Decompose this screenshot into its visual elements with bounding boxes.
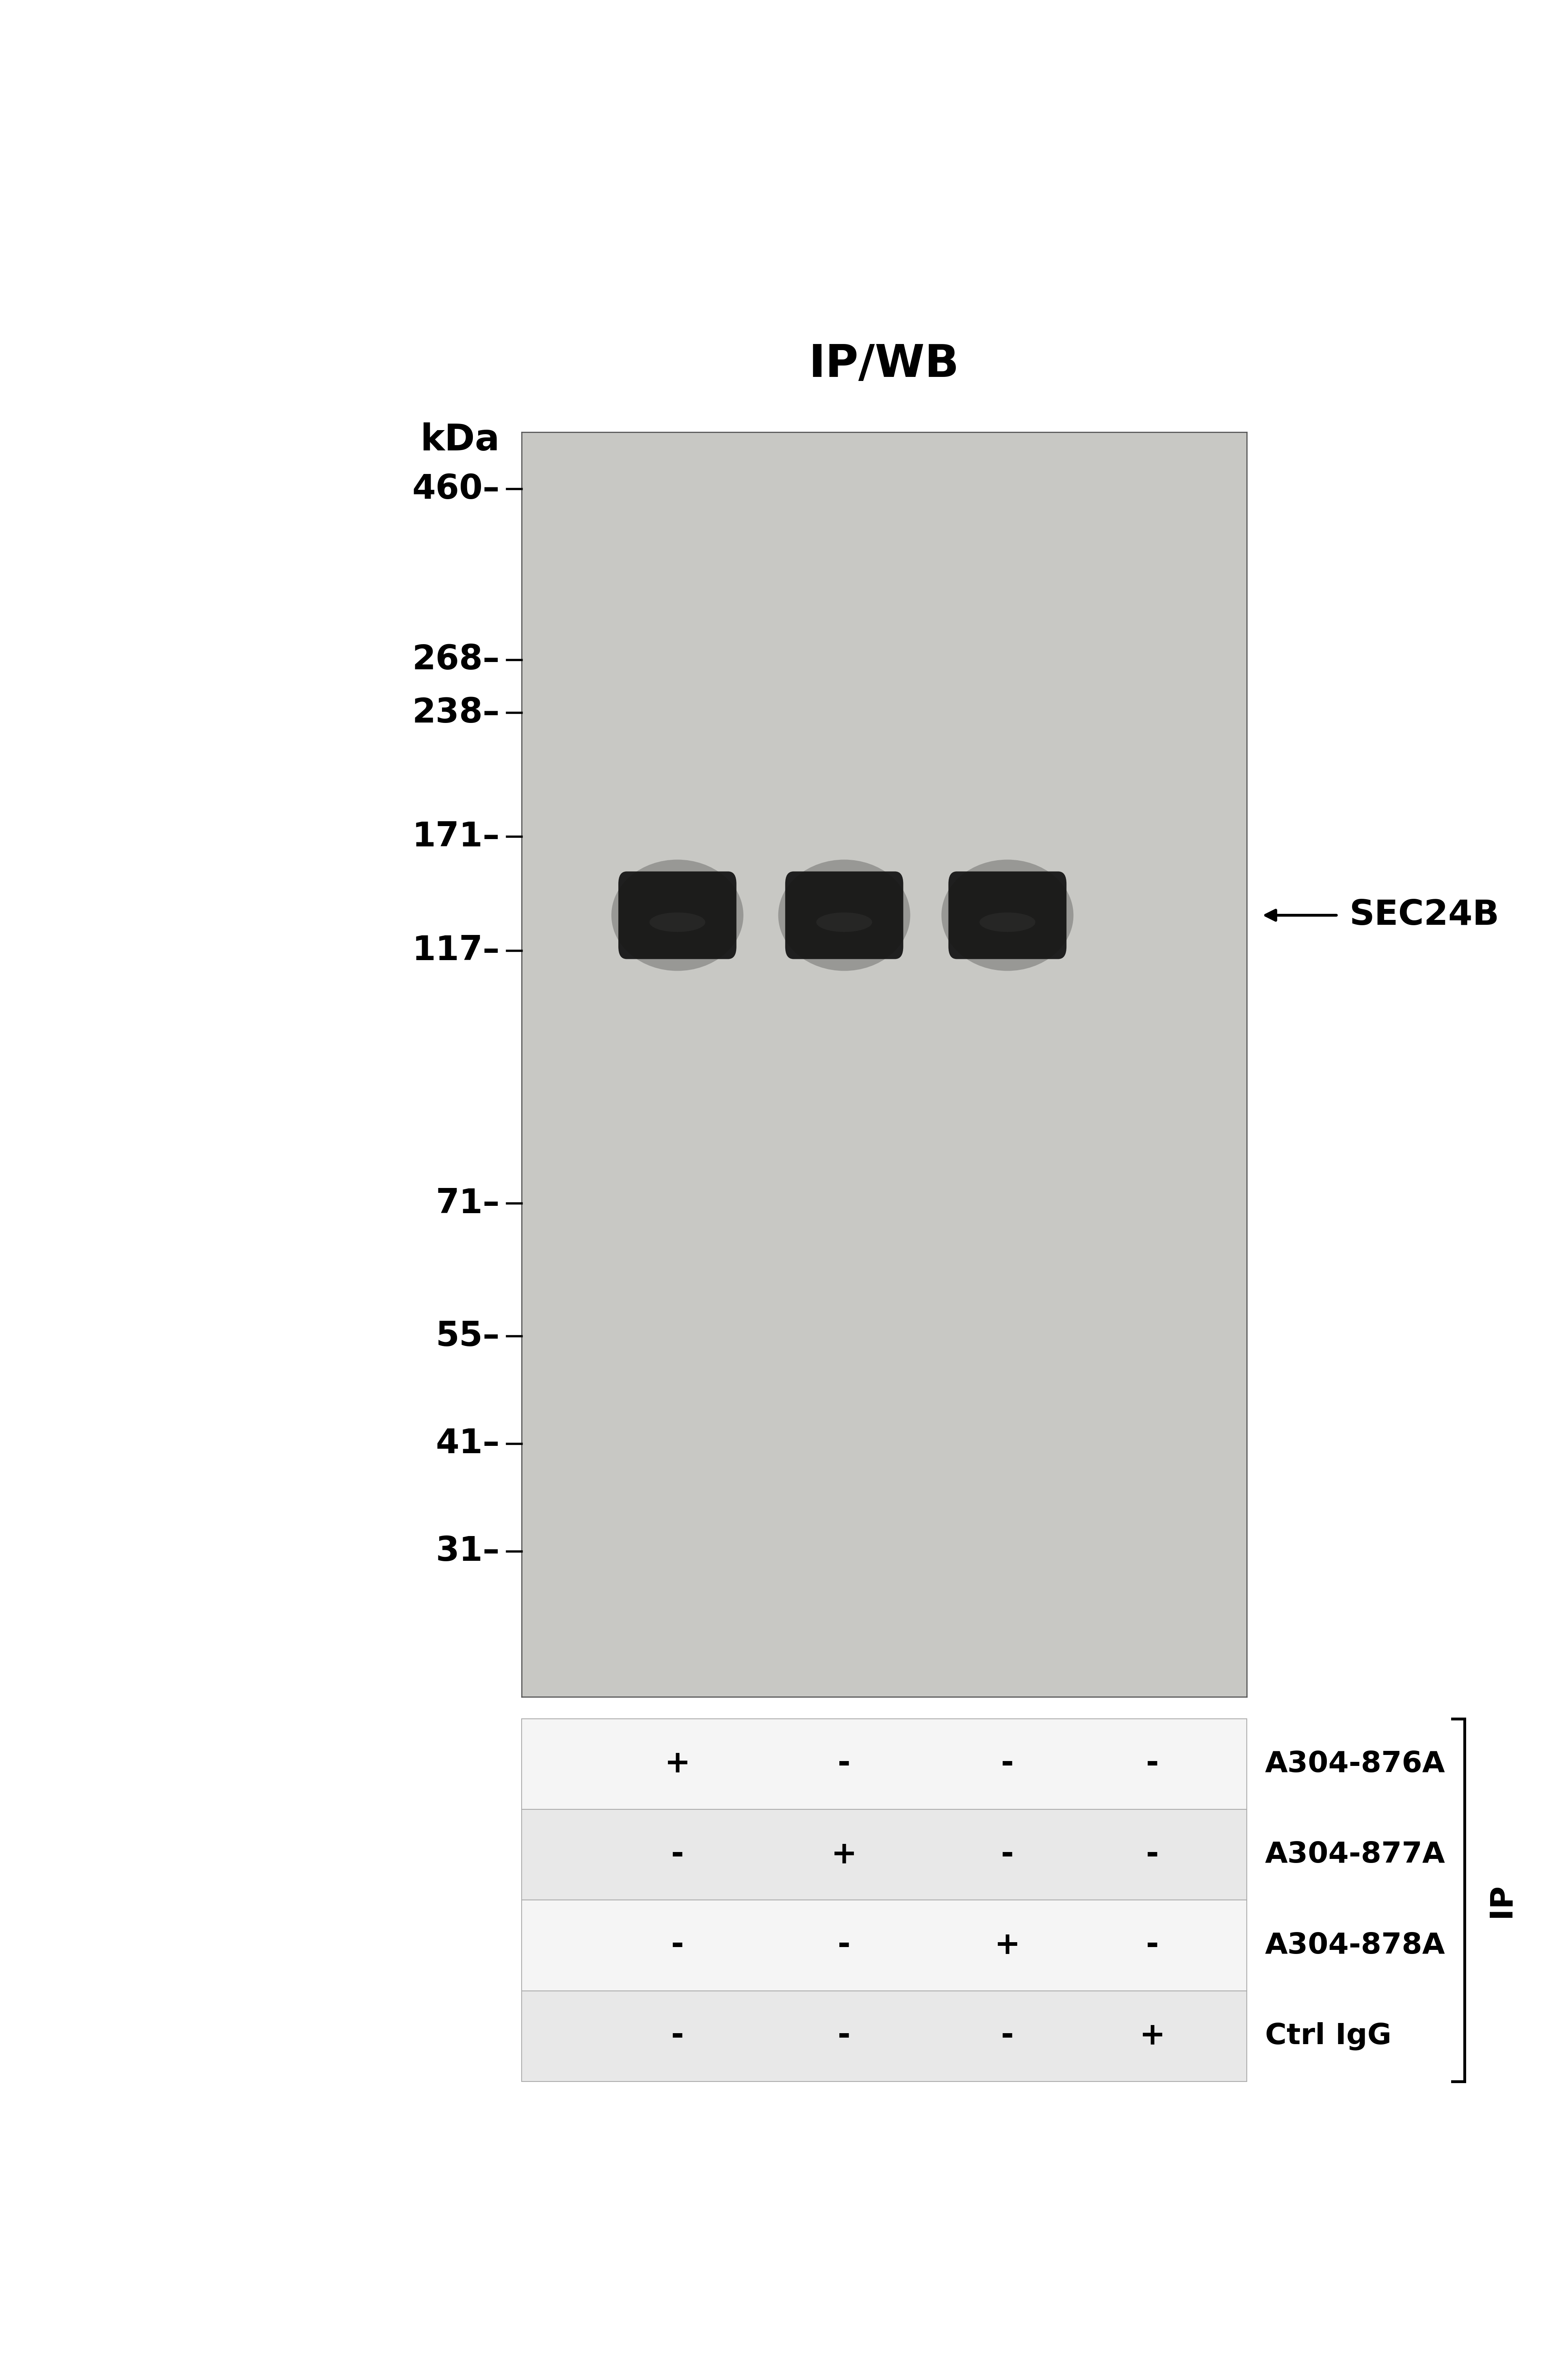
Text: -: - — [1147, 1840, 1159, 1871]
Text: 41–: 41– — [435, 1428, 499, 1461]
Text: +: + — [831, 1840, 858, 1871]
Text: 171–: 171– — [412, 821, 499, 854]
Ellipse shape — [612, 859, 744, 971]
Text: +: + — [1139, 2021, 1165, 2052]
Text: 31–: 31– — [435, 1535, 499, 1568]
Text: Ctrl IgG: Ctrl IgG — [1265, 2023, 1392, 2049]
Text: A304-877A: A304-877A — [1265, 1840, 1445, 1868]
Text: SEC24B: SEC24B — [1349, 897, 1499, 933]
Text: -: - — [838, 2021, 850, 2052]
Text: 238–: 238– — [412, 697, 499, 728]
Text: 55–: 55– — [435, 1321, 499, 1352]
Text: -: - — [1147, 1749, 1159, 1780]
Text: 117–: 117– — [412, 935, 499, 966]
Text: +: + — [665, 1749, 691, 1780]
Text: A304-878A: A304-878A — [1265, 1933, 1445, 1959]
FancyBboxPatch shape — [618, 871, 736, 959]
Ellipse shape — [778, 859, 909, 971]
Text: -: - — [671, 1930, 683, 1961]
Bar — [521, 1990, 1246, 2082]
Ellipse shape — [649, 912, 705, 933]
Text: -: - — [1002, 1749, 1014, 1780]
Text: -: - — [1002, 1840, 1014, 1871]
Text: -: - — [671, 2021, 683, 2052]
FancyBboxPatch shape — [785, 871, 903, 959]
Text: +: + — [994, 1930, 1020, 1961]
Text: -: - — [838, 1749, 850, 1780]
Bar — [521, 1809, 1246, 1899]
Bar — [521, 1718, 1246, 1809]
FancyBboxPatch shape — [948, 871, 1067, 959]
Text: IP/WB: IP/WB — [808, 343, 959, 386]
Text: IP: IP — [1487, 1883, 1516, 1918]
Text: A304-876A: A304-876A — [1265, 1749, 1445, 1778]
Ellipse shape — [816, 912, 872, 933]
Text: 71–: 71– — [435, 1188, 499, 1221]
Bar — [521, 1899, 1246, 1990]
Text: -: - — [1002, 2021, 1014, 2052]
Ellipse shape — [980, 912, 1036, 933]
Text: -: - — [838, 1930, 850, 1961]
Bar — [521, 433, 1246, 1697]
Text: 268–: 268– — [412, 643, 499, 676]
Text: -: - — [671, 1840, 683, 1871]
Text: 460–: 460– — [412, 474, 499, 505]
Ellipse shape — [941, 859, 1073, 971]
Text: kDa: kDa — [420, 421, 499, 457]
Text: -: - — [1147, 1930, 1159, 1961]
